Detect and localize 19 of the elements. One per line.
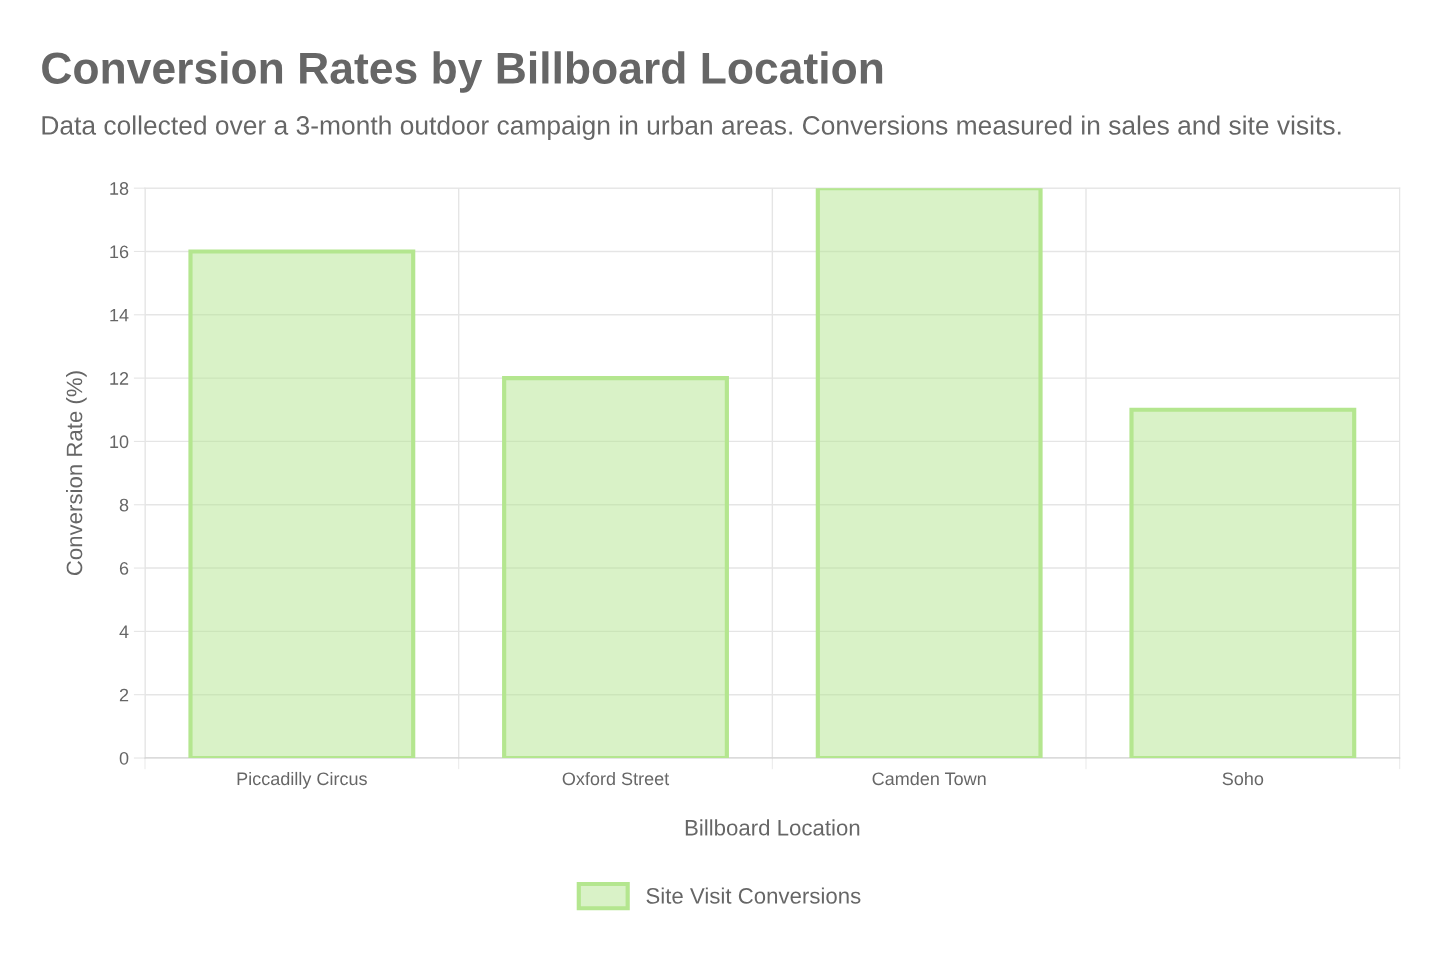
x-tick-label: Camden Town bbox=[872, 771, 986, 786]
x-tick-label: Soho bbox=[1222, 771, 1264, 786]
legend-label: Site Visit Conversions bbox=[646, 887, 861, 904]
x-tick-label: Oxford Street bbox=[562, 771, 670, 786]
chart-title: Conversion Rates by Billboard Location bbox=[42, 51, 883, 93]
y-tick-label: 16 bbox=[110, 245, 129, 259]
chart-subtitle: Data collected over a 3-month outdoor campaign in urban areas. Conversions measured in sales and site visits. bbox=[42, 115, 1341, 140]
y-tick-label: 2 bbox=[119, 688, 129, 702]
y-tick-label: 10 bbox=[110, 435, 129, 449]
y-tick-label: 14 bbox=[110, 308, 129, 322]
y-tick-label: 18 bbox=[110, 182, 129, 195]
y-tick-label: 0 bbox=[119, 751, 129, 765]
y-axis-title: Conversion Rate (%) bbox=[66, 371, 87, 576]
y-tick-label: 8 bbox=[119, 498, 129, 512]
x-axis-title: Billboard Location bbox=[685, 819, 860, 836]
x-tick-label: Piccadilly Circus bbox=[237, 771, 367, 789]
y-tick-label: 4 bbox=[119, 625, 129, 638]
y-tick-label: 6 bbox=[119, 562, 129, 575]
y-tick-label: 12 bbox=[110, 372, 129, 385]
